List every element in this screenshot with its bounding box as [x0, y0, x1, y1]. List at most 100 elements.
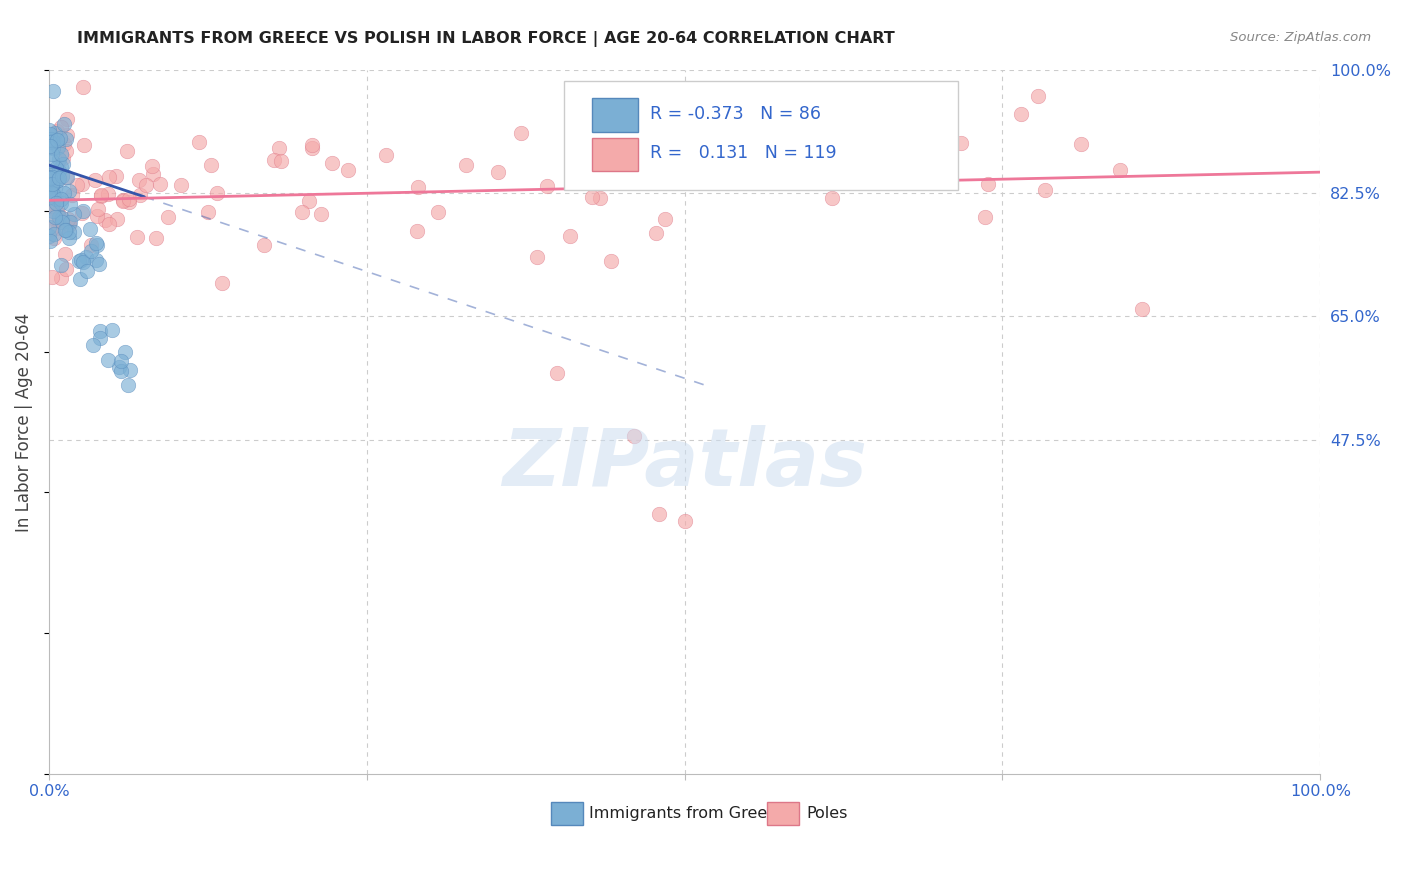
Point [205, 186, 228, 200]
Point [45, 124, 67, 138]
Point [89, 330, 111, 344]
Point [41, 170, 63, 185]
Point [48, 210, 70, 224]
FancyBboxPatch shape [592, 98, 637, 132]
Point [599, 254, 621, 268]
Point [87, 257, 110, 271]
Point [118, 194, 141, 209]
Point [39, 179, 62, 194]
Point [63, 207, 86, 221]
Point [128, 173, 150, 187]
Point [38, 173, 60, 187]
Point [38, 128, 60, 142]
Point [46, 133, 69, 147]
Point [38, 228, 60, 243]
Point [39, 222, 62, 236]
Point [41, 141, 63, 155]
Point [48, 164, 70, 178]
Point [53, 117, 76, 131]
Point [973, 210, 995, 224]
Point [321, 156, 343, 170]
Point [58, 231, 80, 245]
Point [55, 262, 77, 277]
Point [80, 238, 103, 252]
Point [72, 204, 94, 219]
Point [900, 175, 922, 189]
Point [49, 258, 72, 272]
Point [82, 337, 104, 351]
Point [1033, 183, 1056, 197]
Point [509, 126, 531, 140]
Point [526, 250, 548, 264]
Point [38, 136, 60, 150]
Point [76, 264, 98, 278]
Point [39, 171, 62, 186]
Point [898, 171, 921, 186]
Point [45, 195, 67, 210]
Point [45, 192, 67, 206]
Point [706, 166, 728, 180]
Point [650, 138, 672, 153]
Point [718, 161, 741, 175]
Text: IMMIGRANTS FROM GREECE VS POLISH IN LABOR FORCE | AGE 20-64 CORRELATION CHART: IMMIGRANTS FROM GREECE VS POLISH IN LABO… [77, 31, 896, 47]
Point [824, 157, 846, 171]
Point [48, 213, 70, 227]
Point [38, 183, 60, 197]
Point [39, 178, 62, 192]
Point [44, 231, 66, 245]
Point [42, 187, 65, 202]
Text: R =   0.131   N = 119: R = 0.131 N = 119 [651, 145, 837, 162]
Point [49, 131, 72, 145]
Point [950, 136, 973, 150]
Point [67, 253, 90, 268]
Point [157, 211, 180, 225]
Point [38, 219, 60, 234]
Point [53, 186, 76, 200]
Point [97, 187, 120, 202]
Point [107, 360, 129, 375]
Point [51, 151, 73, 165]
Point [115, 144, 138, 158]
Point [58, 225, 80, 239]
Point [48, 172, 70, 186]
Point [86, 237, 108, 252]
Point [41, 147, 63, 161]
Text: Source: ZipAtlas.com: Source: ZipAtlas.com [1230, 31, 1371, 45]
Point [117, 192, 139, 206]
Point [55, 169, 77, 184]
Point [873, 120, 896, 135]
Point [488, 165, 510, 179]
Point [270, 153, 292, 168]
Point [42, 204, 65, 219]
FancyBboxPatch shape [592, 137, 637, 171]
Point [821, 191, 844, 205]
Point [454, 158, 477, 172]
Point [1026, 88, 1049, 103]
Point [41, 199, 63, 213]
Point [51, 169, 73, 184]
Point [112, 194, 135, 208]
Point [188, 135, 211, 149]
Point [129, 187, 152, 202]
Point [588, 191, 610, 205]
Point [654, 211, 676, 226]
Point [58, 212, 80, 227]
FancyBboxPatch shape [564, 80, 957, 190]
Point [607, 160, 630, 174]
Point [301, 141, 323, 155]
Point [55, 132, 77, 146]
Text: Poles: Poles [807, 806, 848, 821]
Point [69, 252, 91, 267]
Point [45, 161, 67, 175]
Point [41, 186, 63, 201]
Point [149, 177, 172, 191]
Point [42, 227, 65, 241]
Point [406, 180, 429, 194]
Point [90, 188, 112, 202]
Point [56, 128, 79, 142]
Point [53, 246, 76, 260]
Point [42, 84, 65, 98]
Point [58, 218, 80, 232]
Point [84, 252, 107, 267]
Point [298, 194, 321, 208]
